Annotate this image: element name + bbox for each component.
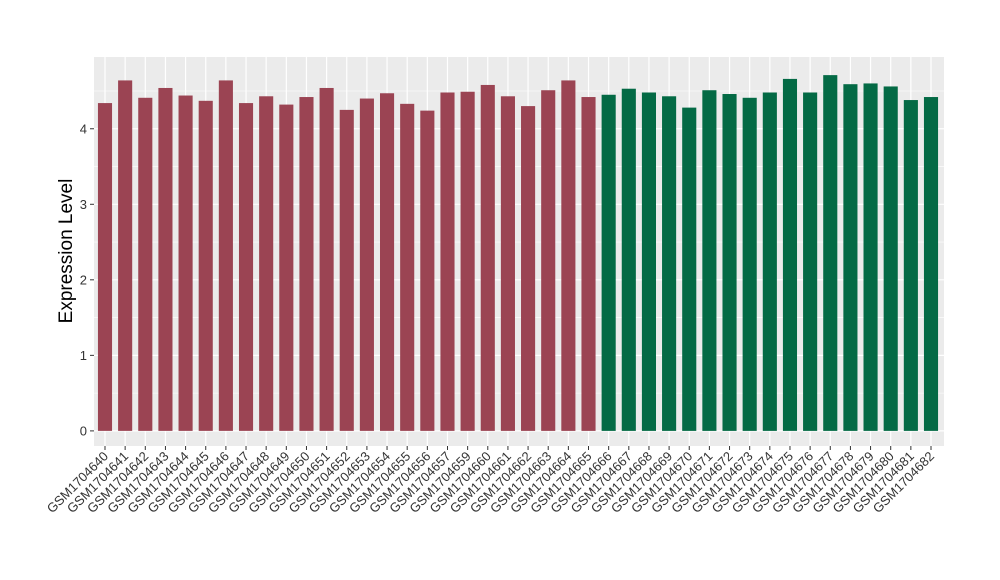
bar-GSM1704648 bbox=[259, 96, 274, 431]
y-tick-label: 3 bbox=[80, 197, 87, 212]
bar-GSM1704682 bbox=[923, 97, 939, 431]
bar-GSM1704669 bbox=[662, 96, 677, 431]
y-axis-title: Expression Level bbox=[56, 179, 77, 324]
y-tick-label: 0 bbox=[80, 423, 87, 438]
bar-GSM1704672 bbox=[722, 94, 737, 431]
bar-GSM1704663 bbox=[541, 90, 556, 431]
bar-GSM1704643 bbox=[158, 87, 173, 431]
bar-GSM1704644 bbox=[178, 95, 193, 431]
y-axis: 0 1 2 3 4 bbox=[80, 121, 94, 438]
bar-GSM1704649 bbox=[279, 104, 294, 431]
bar-GSM1704646 bbox=[218, 80, 233, 431]
minor-gridlines bbox=[94, 90, 944, 394]
bar-GSM1704661 bbox=[500, 96, 515, 431]
bar-GSM1704671 bbox=[702, 90, 717, 431]
bar-GSM1704680 bbox=[883, 86, 898, 431]
bar-GSM1704681 bbox=[903, 100, 918, 431]
bar-GSM1704641 bbox=[118, 80, 133, 431]
x-axis: GSM1704640GSM1704641GSM1704642GSM1704643… bbox=[44, 446, 937, 516]
bar-GSM1704640 bbox=[97, 103, 113, 431]
y-tick-label: 4 bbox=[80, 121, 87, 136]
bar-GSM1704676 bbox=[803, 92, 818, 431]
bar-GSM1704651 bbox=[319, 87, 334, 431]
bar-GSM1704642 bbox=[138, 97, 153, 431]
bar-GSM1704650 bbox=[299, 97, 314, 431]
bar-GSM1704652 bbox=[339, 109, 354, 431]
bar-GSM1704679 bbox=[863, 83, 878, 431]
bar-GSM1704656 bbox=[420, 110, 435, 431]
bar-GSM1704662 bbox=[521, 106, 536, 431]
bar-GSM1704655 bbox=[400, 103, 415, 431]
bar-GSM1704667 bbox=[621, 88, 636, 431]
bar-GSM1704673 bbox=[742, 97, 757, 431]
bar-GSM1704666 bbox=[601, 94, 616, 431]
plot-panel bbox=[94, 57, 944, 446]
bar-GSM1704659 bbox=[460, 91, 475, 431]
bar-GSM1704647 bbox=[238, 103, 254, 431]
bar-GSM1704674 bbox=[762, 92, 777, 431]
bar-GSM1704678 bbox=[843, 84, 858, 431]
bar-GSM1704668 bbox=[641, 92, 657, 431]
bar-GSM1704657 bbox=[440, 92, 455, 431]
bar-GSM1704653 bbox=[359, 98, 374, 431]
bar-GSM1704675 bbox=[782, 78, 798, 431]
bar-GSM1704660 bbox=[480, 84, 495, 431]
y-tick-label: 1 bbox=[80, 348, 87, 363]
bar-GSM1704670 bbox=[682, 107, 697, 431]
bar-GSM1704645 bbox=[198, 100, 213, 431]
bar-GSM1704654 bbox=[379, 93, 395, 431]
bar-GSM1704665 bbox=[581, 97, 596, 431]
bars bbox=[97, 75, 939, 431]
bar-GSM1704664 bbox=[561, 80, 576, 431]
y-tick-label: 2 bbox=[80, 272, 87, 287]
bar-GSM1704677 bbox=[823, 75, 838, 431]
